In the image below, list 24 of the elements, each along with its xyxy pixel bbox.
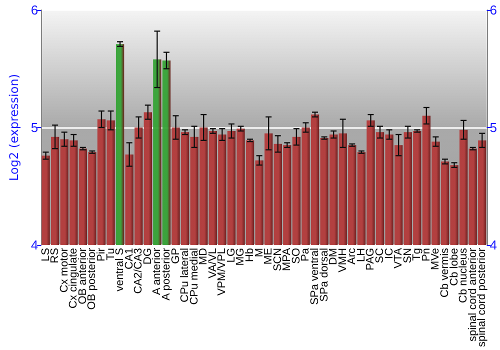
y-tick-label: 4: [30, 237, 38, 252]
x-tick-label: SPa dorsal: [318, 248, 330, 302]
x-tick-label: Tg: [411, 248, 424, 261]
x-tick-label: IC: [383, 248, 396, 259]
x-tick-label: RS: [49, 248, 62, 264]
x-tick-label: Cb lobe: [448, 248, 460, 286]
y2-tick-label: 6: [490, 2, 498, 18]
x-tick-label: CPu medial: [188, 248, 200, 305]
x-tick-label: OB anterior: [76, 248, 89, 304]
x-tick-label: SN: [402, 248, 414, 264]
y2-tick-label: 4: [490, 237, 498, 252]
x-tick-label: LG: [225, 248, 238, 263]
x-tick-label: Pa: [300, 247, 312, 262]
y-axis-title: Log2 (expression): [7, 74, 21, 181]
x-tick-label: Arc: [346, 247, 358, 264]
x-tick-label: SC: [374, 248, 386, 264]
x-tick-label: SCN: [272, 248, 284, 272]
y2-tick-label: 5: [490, 120, 498, 135]
y-tick-label: 5: [30, 120, 38, 135]
y-tick-label: 6: [30, 2, 38, 18]
x-tick-label: spinal cord posterior: [476, 248, 488, 348]
x-tick-label: GP: [170, 248, 182, 264]
x-tick-label: SO: [290, 248, 302, 264]
x-tick-label: DG: [142, 248, 154, 264]
